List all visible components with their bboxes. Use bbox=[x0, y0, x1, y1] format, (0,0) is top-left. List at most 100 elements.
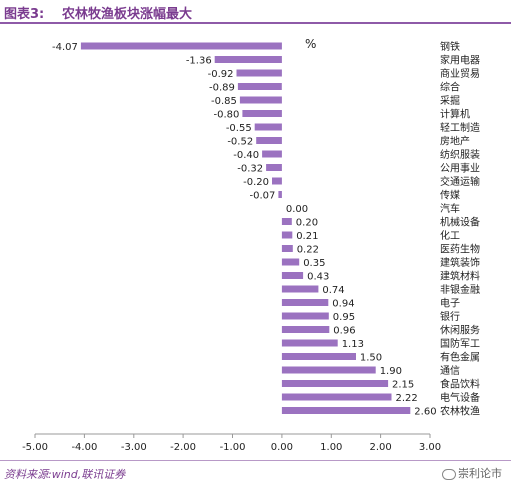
value-label-1: -1.36 bbox=[186, 56, 212, 67]
value-label-17: 0.43 bbox=[307, 272, 329, 283]
x-tick-label-4: -1.00 bbox=[220, 442, 246, 453]
category-label-19: 电子 bbox=[440, 297, 460, 310]
category-label-3: 综合 bbox=[440, 81, 460, 94]
value-label-4: -0.85 bbox=[211, 96, 237, 107]
category-label-0: 钢铁 bbox=[440, 40, 460, 53]
bar-chart: -4.07 -1.36 -0.92 -0.89 -0.85 -0.80 -0.55 -0.52… bbox=[22, 37, 480, 453]
value-label-11: -0.07 bbox=[250, 191, 276, 202]
value-label-22: 1.13 bbox=[342, 339, 364, 350]
value-label-18: 0.74 bbox=[322, 285, 344, 296]
x-tick-label-7: 2.00 bbox=[369, 442, 391, 453]
value-label-20: 0.95 bbox=[333, 312, 355, 323]
category-label-14: 化工 bbox=[440, 229, 460, 242]
bar-9 bbox=[266, 164, 282, 171]
bar-11 bbox=[278, 191, 282, 198]
x-tick-label-5: 0.00 bbox=[271, 442, 293, 453]
bar-14 bbox=[281, 231, 293, 239]
category-label-21: 休闲服务 bbox=[440, 324, 480, 337]
figure-footer: 资料来源:wind,联讯证券 崇利论市 bbox=[0, 460, 511, 485]
bar-24 bbox=[281, 366, 376, 374]
category-label-23: 有色金属 bbox=[440, 351, 480, 364]
bar-20 bbox=[281, 312, 329, 320]
category-label-11: 传媒 bbox=[440, 190, 460, 202]
bar-23 bbox=[281, 353, 356, 360]
value-label-12: 0.00 bbox=[286, 204, 308, 215]
watermark-text: 崇利论市 bbox=[458, 467, 502, 480]
figure-label: 图表3: bbox=[4, 7, 45, 22]
value-label-10: -0.20 bbox=[243, 177, 269, 188]
bar-25 bbox=[281, 380, 389, 387]
value-label-16: 0.35 bbox=[303, 258, 325, 269]
category-label-22: 国防军工 bbox=[440, 337, 480, 350]
category-label-26: 电气设备 bbox=[440, 391, 480, 404]
x-tick-label-3: -2.00 bbox=[170, 442, 196, 453]
value-label-5: -0.80 bbox=[214, 110, 240, 121]
x-tick-label-8: 3.00 bbox=[419, 442, 441, 453]
bar-3 bbox=[237, 83, 282, 90]
x-tick-label-2: -3.00 bbox=[121, 442, 147, 453]
figure-title: 农林牧渔板块涨幅最大 bbox=[62, 7, 193, 22]
category-label-20: 银行 bbox=[440, 310, 460, 323]
bar-6 bbox=[254, 123, 282, 131]
value-label-19: 0.94 bbox=[332, 299, 354, 310]
figure-header: 图表3: 农林牧渔板块涨幅最大 bbox=[0, 0, 511, 26]
bar-10 bbox=[272, 177, 282, 185]
bar-1 bbox=[214, 56, 282, 63]
x-axis: -5.00 -4.00 -3.00 -2.00 -1.00 0.00 1.00 2.00 3.0… bbox=[22, 433, 441, 453]
bar-13 bbox=[281, 218, 292, 225]
category-label-10: 交通运输 bbox=[440, 175, 480, 188]
category-label-12: 汽车 bbox=[440, 202, 460, 215]
bar-21 bbox=[281, 326, 330, 333]
category-label-2: 商业贸易 bbox=[440, 67, 480, 80]
value-label-7: -0.52 bbox=[227, 137, 253, 148]
value-label-14: 0.21 bbox=[296, 231, 318, 242]
value-label-27: 2.60 bbox=[414, 407, 436, 418]
bar-26 bbox=[281, 393, 392, 401]
category-label-6: 轻工制造 bbox=[440, 121, 480, 134]
bar-17 bbox=[281, 272, 304, 279]
unit-label: % bbox=[305, 37, 316, 51]
category-label-16: 建筑装饰 bbox=[440, 256, 480, 269]
category-label-5: 计算机 bbox=[440, 108, 470, 121]
value-label-23: 1.50 bbox=[360, 353, 382, 364]
wechat-icon bbox=[442, 468, 456, 480]
watermark: 崇利论市 bbox=[439, 464, 505, 482]
category-label-8: 纺织服装 bbox=[440, 148, 480, 161]
bar-4 bbox=[239, 96, 282, 104]
value-label-25: 2.15 bbox=[392, 380, 414, 391]
value-label-8: -0.40 bbox=[233, 150, 259, 161]
category-label-15: 医药生物 bbox=[440, 243, 480, 256]
category-label-1: 家用电器 bbox=[440, 54, 480, 67]
category-label-18: 非银金融 bbox=[440, 283, 480, 296]
category-labels-layer: 钢铁家用电器商业贸易综合采掘计算机轻工制造房地产纺织服装公用事业交通运输传媒汽车… bbox=[440, 40, 480, 418]
bar-18 bbox=[281, 285, 319, 293]
category-label-17: 建筑材料 bbox=[440, 270, 480, 283]
value-label-2: -0.92 bbox=[208, 69, 234, 80]
category-label-7: 房地产 bbox=[440, 135, 470, 148]
x-tick-label-0: -5.00 bbox=[22, 442, 48, 453]
category-label-24: 通信 bbox=[440, 365, 460, 377]
bars-layer bbox=[80, 42, 411, 414]
x-tick-label-6: 1.00 bbox=[320, 442, 342, 453]
category-label-13: 机械设备 bbox=[440, 216, 480, 229]
value-labels-layer: -4.07 -1.36 -0.92 -0.89 -0.85 -0.80 -0.55 -0.52… bbox=[52, 42, 437, 418]
category-label-4: 采掘 bbox=[440, 94, 460, 107]
value-label-3: -0.89 bbox=[209, 83, 235, 94]
category-label-9: 公用事业 bbox=[440, 162, 480, 175]
category-label-25: 食品饮料 bbox=[440, 378, 480, 391]
value-label-15: 0.22 bbox=[297, 245, 319, 256]
bar-7 bbox=[256, 137, 282, 144]
bar-15 bbox=[281, 245, 293, 252]
category-label-27: 农林牧渔 bbox=[440, 405, 480, 418]
bar-19 bbox=[281, 299, 329, 306]
value-label-6: -0.55 bbox=[226, 123, 252, 134]
x-tick-label-1: -4.00 bbox=[71, 442, 97, 453]
bar-0 bbox=[80, 42, 282, 50]
footer-divider bbox=[0, 460, 511, 461]
source-note: 资料来源:wind,联讯证券 bbox=[4, 468, 126, 481]
value-label-9: -0.32 bbox=[237, 164, 263, 175]
title-divider bbox=[0, 22, 511, 24]
value-label-26: 2.22 bbox=[396, 393, 418, 404]
bar-2 bbox=[236, 69, 282, 77]
bar-27 bbox=[281, 407, 411, 414]
